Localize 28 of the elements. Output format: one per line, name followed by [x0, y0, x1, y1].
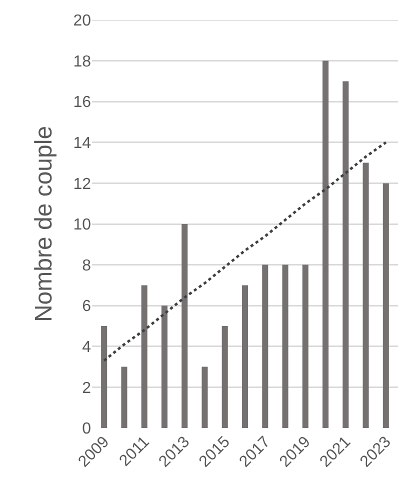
bar — [121, 366, 128, 428]
bar — [182, 224, 188, 428]
bar — [362, 162, 369, 428]
bar — [342, 81, 349, 428]
line-series — [102, 141, 388, 362]
bar — [382, 183, 389, 428]
y-tick-label: 20 — [73, 12, 92, 30]
y-tick-label: 8 — [82, 257, 92, 274]
y-tick-label: 12 — [73, 176, 92, 193]
bar — [302, 264, 308, 428]
bar — [262, 264, 268, 428]
y-tick-label: 2 — [82, 380, 92, 397]
bar — [322, 60, 329, 428]
bar — [101, 326, 108, 428]
bar — [141, 285, 148, 428]
bar — [222, 326, 228, 428]
bar — [161, 306, 168, 428]
y-tick-label: 0 — [82, 420, 92, 438]
y-tick-label: 4 — [82, 339, 92, 356]
y-axis-title: Nombre de couple — [30, 126, 58, 322]
y-tick-label: 14 — [73, 135, 92, 152]
bar — [242, 285, 248, 428]
bar — [202, 366, 208, 428]
y-tick-label: 6 — [82, 298, 92, 316]
y-tick-label: 10 — [73, 216, 92, 234]
y-tick-label: 18 — [73, 53, 92, 70]
bar — [282, 264, 288, 428]
y-tick-label: 16 — [73, 94, 92, 112]
